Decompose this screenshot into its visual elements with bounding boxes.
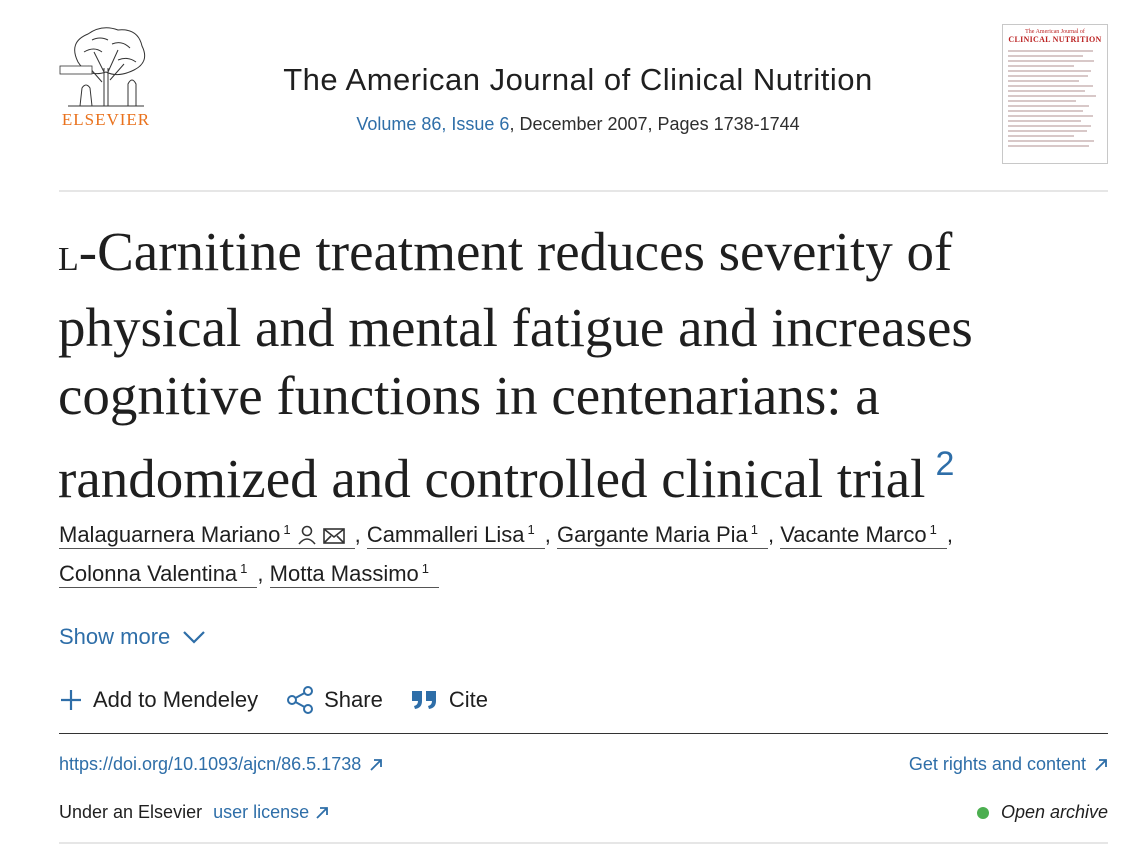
author-link[interactable]: Motta Massimo 1: [269, 556, 440, 588]
article-title: l-Carnitine treatment reduces severity o…: [58, 218, 1098, 513]
plus-icon: [61, 690, 81, 710]
cover-small-text: The American Journal of: [1025, 29, 1085, 35]
publisher-logo-text: ELSEVIER: [61, 110, 151, 129]
title-text: -Carnitine treatment reduces severity of…: [58, 221, 973, 509]
title-smallcap: l: [58, 241, 79, 278]
journal-cover-thumbnail[interactable]: The American Journal of CLINICAL NUTRITI…: [1002, 24, 1108, 164]
elsevier-tree-icon: [59, 27, 146, 107]
cite-button[interactable]: Cite: [411, 687, 488, 713]
open-archive-badge: Open archive: [976, 802, 1108, 823]
author-affiliation: 1: [527, 522, 535, 537]
chevron-down-icon: [183, 631, 206, 644]
doi-text: https://doi.org/10.1093/ajcn/86.5.1738: [59, 754, 362, 774]
author-affiliation: 1: [283, 522, 291, 537]
actions-divider: [59, 733, 1108, 734]
show-more-button[interactable]: Show more: [59, 624, 206, 650]
share-icon: [287, 686, 314, 714]
author-link[interactable]: Vacante Marco 1: [780, 517, 947, 549]
add-to-mendeley-button[interactable]: Add to Mendeley: [59, 687, 258, 713]
journal-title[interactable]: The American Journal of Clinical Nutriti…: [283, 62, 873, 97]
author-name: Cammalleri Lisa: [366, 522, 525, 547]
author-link[interactable]: Gargante Maria Pia 1: [557, 517, 768, 549]
author-link[interactable]: Colonna Valentina 1: [59, 556, 258, 588]
cover-contents-lines: [1008, 50, 1102, 147]
author-name: Gargante Maria Pia: [557, 522, 748, 547]
open-archive-label: Open archive: [1000, 802, 1108, 822]
cover-big-text: CLINICAL NUTRITION: [1008, 35, 1102, 44]
author-name: Malaguarnera Mariano: [59, 522, 281, 547]
external-link-icon: [1095, 758, 1107, 771]
issue-line: Volume 86, Issue 6, December 2007, Pages…: [180, 114, 976, 135]
issue-date-pages: , December 2007, Pages 1738-1744: [509, 114, 800, 134]
quote-icon: [411, 691, 436, 709]
author-affiliation: 1: [421, 561, 430, 576]
header-divider: [59, 190, 1108, 192]
license-prefix: Under an Elsevier: [59, 802, 208, 822]
author-link[interactable]: Malaguarnera Mariano 1: [59, 517, 355, 549]
user-license-link[interactable]: user license: [213, 802, 310, 822]
elsevier-logo[interactable]: ELSEVIER: [56, 22, 156, 130]
author-affiliation: 1: [240, 561, 248, 576]
rights-text: Get rights and content: [908, 754, 1086, 774]
author-affiliation: 1: [929, 522, 937, 537]
doi-link[interactable]: https://doi.org/10.1093/ajcn/86.5.1738: [59, 754, 383, 775]
envelope-icon: [322, 528, 345, 544]
license-line: Under an Elsevier user license: [59, 802, 329, 823]
show-more-label: Show more: [59, 624, 171, 649]
author-list: Malaguarnera Mariano 1, Cammalleri Lisa 1,…: [59, 515, 1099, 593]
external-link-icon: [316, 806, 329, 819]
author-link[interactable]: Cammalleri Lisa 1: [366, 517, 545, 549]
author-name: Vacante Marco: [780, 522, 927, 547]
share-label: Share: [324, 687, 383, 712]
author-name: Motta Massimo: [269, 561, 419, 586]
title-footnote-link[interactable]: 2: [935, 445, 955, 483]
person-icon: [297, 525, 316, 545]
footer-divider: [59, 842, 1108, 844]
mendeley-label: Add to Mendeley: [93, 687, 259, 712]
author-name: Colonna Valentina: [59, 561, 238, 586]
status-dot: [976, 806, 989, 819]
article-actions: Add to Mendeley Share Cite: [59, 686, 516, 714]
volume-issue-link[interactable]: Volume 86, Issue 6: [356, 114, 510, 134]
external-link-icon: [370, 758, 383, 771]
share-button[interactable]: Share: [286, 686, 383, 714]
cite-label: Cite: [448, 687, 488, 712]
get-rights-link[interactable]: Get rights and content: [909, 754, 1108, 775]
author-affiliation: 1: [750, 522, 758, 537]
